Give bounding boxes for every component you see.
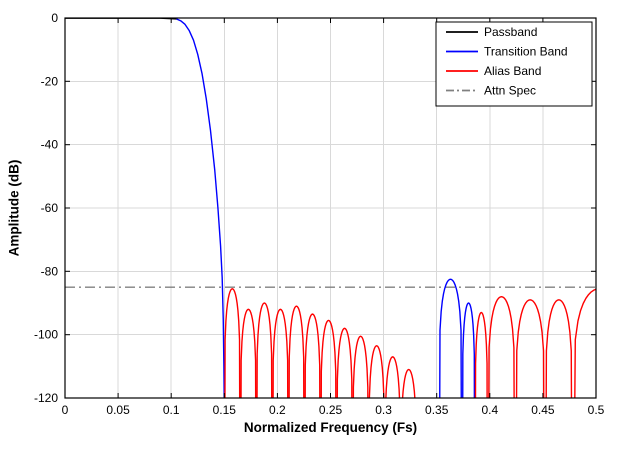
alias-band-upper-curve	[474, 288, 596, 398]
x-tick-label: 0.5	[588, 403, 605, 417]
y-tick-label: -20	[41, 74, 59, 88]
x-tick-label: 0.05	[106, 403, 130, 417]
x-tick-label: 0.4	[481, 403, 498, 417]
y-tick-label: -80	[41, 264, 59, 278]
x-tick-label: 0	[62, 403, 69, 417]
x-tick-label: 0.1	[163, 403, 180, 417]
y-axis-label: Amplitude (dB)	[6, 159, 22, 257]
y-tick-label: -40	[41, 138, 59, 152]
y-tick-label: -120	[34, 391, 58, 405]
legend: Passband Transition Band Alias Band Attn Sp…	[435, 21, 593, 107]
legend-label-alias-band: Alias Band	[484, 64, 541, 78]
legend-box	[435, 21, 593, 107]
legend-label-attn-spec: Attn Spec	[484, 84, 536, 98]
y-tick-label: -60	[41, 201, 59, 215]
x-tick-label: 0.25	[319, 403, 343, 417]
transition-band-curve	[176, 18, 225, 398]
x-axis-label: Normalized Frequency (Fs)	[243, 420, 418, 435]
legend-entry-alias-band: Alias Band	[446, 64, 541, 78]
legend-entry-passband: Passband	[446, 25, 537, 39]
y-tick-label: 0	[51, 11, 58, 25]
x-tick-label: 0.15	[213, 403, 237, 417]
legend-label-passband: Passband	[484, 25, 537, 39]
legend-entry-attn-spec: Attn Spec	[446, 84, 536, 98]
legend-label-transition-band: Transition Band	[484, 45, 568, 59]
tick-labels: 0 0.05 0.1 0.15 0.2 0.25 0.3 0.35 0.4 0.45 0.5 0 -20…	[34, 11, 605, 417]
x-tick-label: 0.45	[531, 403, 555, 417]
x-tick-label: 0.35	[425, 403, 449, 417]
x-tick-label: 0.3	[375, 403, 392, 417]
x-tick-label: 0.2	[269, 403, 286, 417]
legend-entry-transition-band: Transition Band	[446, 45, 568, 59]
transition-band-image-curve	[439, 278, 476, 398]
y-tick-label: -100	[34, 328, 58, 342]
